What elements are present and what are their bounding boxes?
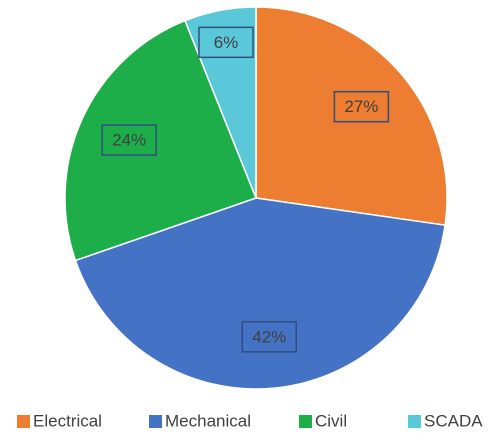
legend-label: SCADA [424,411,483,430]
pie-slice [184,6,257,199]
legend-swatch [17,415,30,428]
data-label: 6% [214,33,239,52]
legend-label: Civil [315,411,347,430]
legend-label: Mechanical [165,411,251,430]
legend-swatch [299,415,312,428]
pie-slice [74,197,446,390]
data-label-box [198,26,254,59]
data-label: 27% [344,97,378,116]
data-label-box [101,124,157,156]
pie-slice [255,6,448,227]
legend-swatch [408,415,421,428]
data-label: 24% [112,131,146,150]
legend-label: Electrical [33,411,102,430]
data-label-box [333,90,390,123]
data-label: 42% [252,327,286,346]
data-label-box [241,321,298,353]
legend-swatch [149,415,162,428]
